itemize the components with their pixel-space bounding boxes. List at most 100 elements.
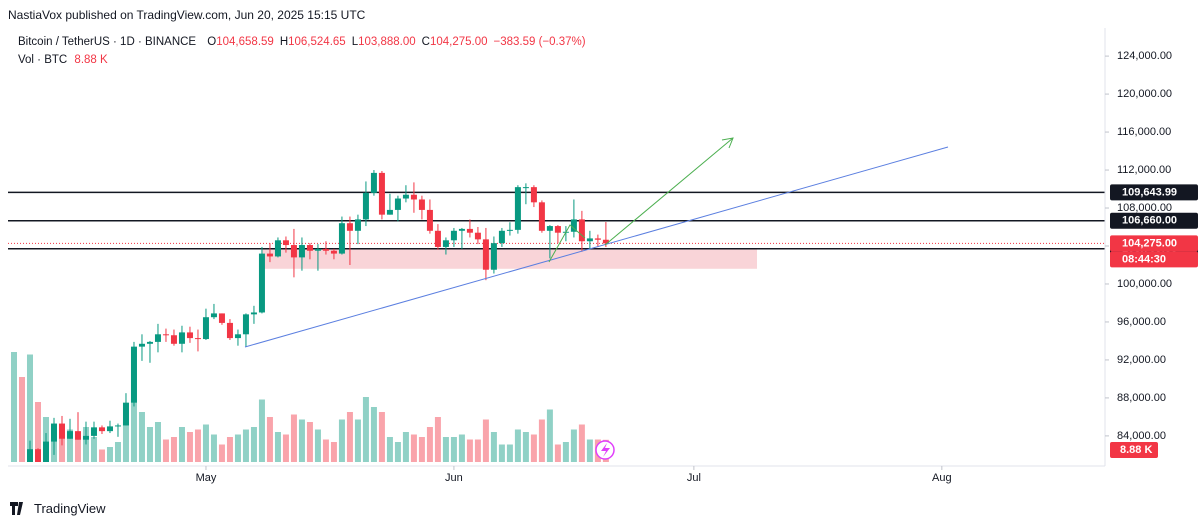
path-drawing xyxy=(548,224,586,263)
candle-body xyxy=(250,312,257,315)
volume-bar xyxy=(186,432,193,462)
candle-body xyxy=(58,423,65,439)
candle-body xyxy=(330,250,337,254)
candle-body xyxy=(474,232,481,240)
candle-body xyxy=(210,313,217,318)
volume-bar xyxy=(58,432,65,462)
volume-bar xyxy=(218,444,225,462)
candle-body xyxy=(122,402,129,426)
arrow-line xyxy=(604,137,734,246)
volume-bar xyxy=(538,419,545,462)
volume-bar xyxy=(258,399,265,462)
y-tick-label: 104,000.00 xyxy=(1117,240,1172,252)
candle-body xyxy=(378,172,385,215)
volume-bar xyxy=(370,407,377,462)
x-tick-label: Aug xyxy=(932,472,952,484)
volume-bar xyxy=(282,434,289,462)
candle-body xyxy=(306,245,313,251)
volume-bar xyxy=(554,444,561,462)
volume-bar xyxy=(330,442,337,462)
volume-bar xyxy=(562,442,569,462)
y-tick-label: 100,000.00 xyxy=(1117,278,1172,290)
volume-bar xyxy=(362,397,369,462)
countdown-badge: 08:44:30 xyxy=(1122,253,1166,265)
volume-bar xyxy=(402,432,409,462)
candle-body xyxy=(130,346,137,403)
volume-bar xyxy=(130,399,137,462)
volume-bar xyxy=(530,434,537,462)
volume-bar xyxy=(386,437,393,462)
legend-key: C xyxy=(421,36,430,48)
candle-body xyxy=(498,230,505,244)
volume-bar xyxy=(522,432,529,462)
volume-bar xyxy=(18,377,25,462)
candle-body xyxy=(594,238,601,240)
candle-body xyxy=(218,313,225,323)
legend-key: H xyxy=(279,36,289,48)
volume-bar xyxy=(514,429,521,462)
candle-body xyxy=(266,253,273,257)
candle-body xyxy=(546,226,553,231)
candle-body xyxy=(338,223,345,254)
volume-bar xyxy=(474,439,481,462)
candle-body xyxy=(50,423,57,442)
badges: 109,643.99 106,660.00 103,709.86104,275.00… xyxy=(1110,184,1198,458)
volume-bar xyxy=(378,412,385,462)
candle-body xyxy=(258,253,265,313)
level-badge: 109,643.99 xyxy=(1122,186,1177,198)
candle-body xyxy=(290,245,297,258)
volume-bar xyxy=(578,424,585,462)
volume-bar xyxy=(178,427,185,462)
volume-bar xyxy=(170,437,177,462)
candle-body xyxy=(202,317,209,340)
candle-body xyxy=(434,230,441,247)
volume-bar xyxy=(482,419,489,462)
lightning-icon xyxy=(595,440,615,460)
price-badge-bg xyxy=(1110,235,1198,252)
level-badge: 106,660.00 xyxy=(1122,215,1177,227)
y-tick-label: 96,000.00 xyxy=(1117,316,1166,328)
level-badge-bg xyxy=(1110,240,1198,257)
zone xyxy=(262,248,757,269)
candle-body xyxy=(314,248,321,251)
volume-bar xyxy=(418,437,425,462)
volume-bar xyxy=(570,429,577,462)
y-tick-label: 108,000.00 xyxy=(1117,202,1172,214)
volume-bar xyxy=(546,409,553,462)
y-tick-label: 112,000.00 xyxy=(1117,164,1171,176)
volume-badge: 8.88 K xyxy=(1120,444,1152,456)
volume-bar xyxy=(506,444,513,462)
level-badge-bg xyxy=(1110,184,1198,201)
volume-bar xyxy=(114,442,121,462)
volume-bar xyxy=(290,414,297,462)
volume-bar xyxy=(306,422,313,462)
volume-bar xyxy=(66,429,73,462)
candle-body xyxy=(482,239,489,270)
volume-bar xyxy=(50,424,57,462)
volume-bar xyxy=(466,439,473,462)
candle-body xyxy=(514,187,521,230)
y-tick-label: 88,000.00 xyxy=(1117,392,1166,404)
legend-value: 104,658.59 xyxy=(216,36,274,48)
countdown-badge-bg xyxy=(1110,251,1198,268)
publish-info: NastiaVox published on TradingView.com, … xyxy=(8,8,366,22)
volume-bar xyxy=(458,434,465,462)
candle-pane xyxy=(8,170,1105,462)
candle-body xyxy=(506,229,513,231)
volume-bar xyxy=(354,419,361,462)
volume-bar xyxy=(90,437,97,462)
candle-body xyxy=(34,449,41,462)
y-tick-label: 120,000.00 xyxy=(1117,88,1172,100)
volume-bar xyxy=(266,417,273,462)
candle-body xyxy=(194,338,201,340)
volume-legend: Vol · BTC 8.88 K xyxy=(18,54,108,66)
volume-bar xyxy=(234,434,241,462)
volume-bar xyxy=(250,427,257,462)
candle-body xyxy=(154,334,161,342)
volume-bar xyxy=(298,419,305,462)
candle-body xyxy=(522,187,529,189)
volume-bar xyxy=(442,437,449,462)
candle-body xyxy=(226,322,233,339)
